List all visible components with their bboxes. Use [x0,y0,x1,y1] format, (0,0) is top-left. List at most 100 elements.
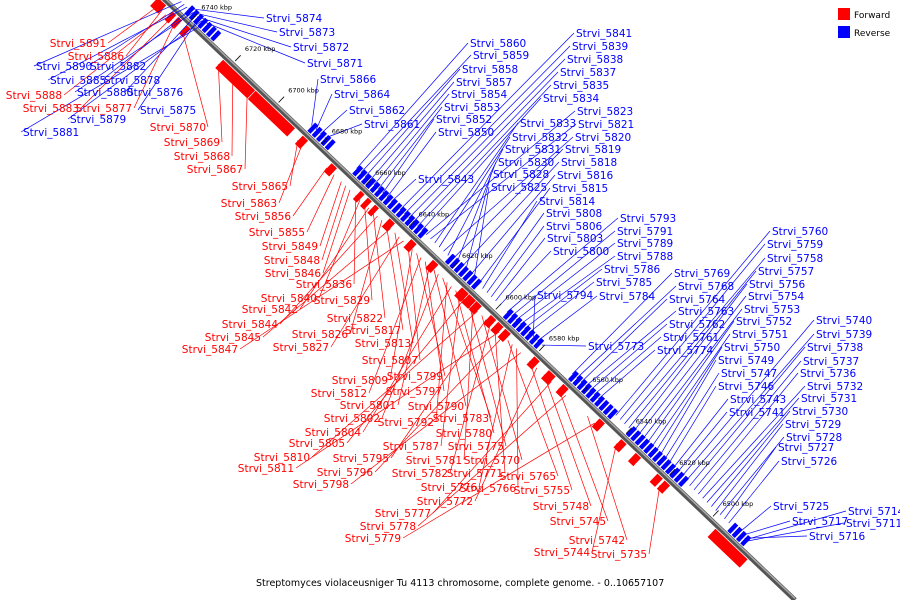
reverse-gene-label: Strvi_5843 [418,174,474,186]
reverse-gene-label: Strvi_5816 [557,170,614,182]
reverse-gene-label: Strvi_5711 [846,518,900,530]
forward-gene-leader-line [319,181,342,247]
forward-gene-leader-line [432,381,552,514]
scale-tick [191,13,198,20]
scale-tick-label: 6540 kbp [636,417,667,425]
reverse-gene-leader-line [671,398,729,470]
forward-gene-21 [525,355,541,371]
forward-gene-label: Strvi_5846 [265,268,322,280]
forward-gene-label: Strvi_5792 [378,417,434,429]
reverse-gene-label: Strvi_5751 [732,329,788,341]
reverse-gene-label: Strvi_5838 [567,54,623,66]
forward-gene-label: Strvi_5813 [355,338,411,350]
forward-gene-label: Strvi_5829 [314,295,370,307]
reverse-gene-55 [629,429,643,443]
scale-tick [278,96,285,103]
scale-tick-label: 6660 kbp [375,169,406,177]
reverse-gene-leader-line [188,8,265,19]
forward-gene-leader-line [63,14,167,96]
reverse-gene-leader-line [430,123,577,240]
forward-gene-label: Strvi_5777 [375,508,431,520]
forward-gene-label: Strvi_5810 [254,452,310,464]
reverse-gene-label: Strvi_5808 [546,208,602,220]
forward-gene-leader-line [381,273,439,419]
forward-gene-leader-line [435,282,448,423]
forward-gene-13 [402,238,418,254]
reverse-gene-label: Strvi_5754 [748,291,805,303]
reverse-gene-leader-line [520,255,616,325]
forward-gene-leader-line [529,360,573,491]
reverse-gene-22 [390,201,404,215]
reverse-gene-52 [601,403,615,417]
reverse-gene-leader-line [585,310,677,387]
reverse-gene-leader-line [425,110,576,235]
reverse-gene-leader-line [598,349,656,400]
forward-gene-leader-line [349,220,383,335]
reverse-gene-31 [452,261,466,274]
forward-gene-leader-line [468,302,507,447]
forward-gene-1 [149,0,168,15]
forward-gene-leader-line [278,144,303,204]
reverse-gene-leader-line [378,106,443,190]
reverse-gene-34 [465,273,479,287]
genome-axis-line [161,0,797,600]
reverse-gene-leader-line [747,522,845,542]
forward-gene-leader-line [433,269,467,407]
forward-gene-label: Strvi_5797 [386,386,442,398]
reverse-gene-68 [730,525,744,539]
reverse-gene-label: Strvi_5769 [674,268,730,280]
scale-tick-label: 6520 kbp [679,459,710,467]
forward-gene-label: Strvi_5883 [23,103,79,115]
reverse-gene-leader-line [676,411,728,474]
forward-gene-label: Strvi_5863 [221,198,277,210]
forward-gene-leader-line [362,286,452,433]
reverse-gene-56 [633,433,647,447]
reverse-gene-leader-line [589,323,668,391]
forward-gene-leader-line [80,18,171,109]
forward-gene-18 [482,314,498,330]
reverse-gene-leader-line [473,186,490,281]
scale-tick-label: 6580 kbp [549,335,580,343]
reverse-gene-label: Strvi_5880 [77,87,133,99]
reverse-gene-leader-line [741,520,791,536]
reverse-gene-label: Strvi_5785 [596,277,652,289]
reverse-gene-leader-line [67,20,202,120]
scale-tick [321,137,328,145]
reverse-gene-label: Strvi_5832 [512,132,568,144]
reverse-gene-leader-line [417,84,552,227]
scale-tick [625,427,632,434]
reverse-gene-label: Strvi_5878 [104,75,160,87]
reverse-gene-leader-line [443,136,574,252]
reverse-gene-label: Strvi_5864 [334,89,391,101]
reverse-gene-35 [470,277,483,291]
scale-tick [408,220,415,227]
reverse-gene-leader-line [724,446,777,520]
reverse-gene-label: Strvi_5831 [505,144,561,156]
reverse-gene-leader-line [506,217,619,313]
reverse-gene-label: Strvi_5821 [578,119,634,131]
forward-gene-leader-line [322,189,351,274]
reverse-gene-11 [319,134,333,148]
reverse-gene-label: Strvi_5872 [293,42,349,54]
forward-gene-leader-line [587,416,628,541]
reverse-gene-label: Strvi_5828 [493,169,549,181]
forward-gene-label: Strvi_5771 [447,468,503,480]
forward-gene-leader-line [455,290,495,434]
scale-tick [365,179,372,186]
reverse-gene-label: Strvi_5791 [617,226,673,238]
forward-gene-label: Strvi_5865 [232,181,288,193]
reverse-gene-label: Strvi_5803 [547,233,603,245]
forward-gene-leader-line [449,323,491,474]
reverse-gene-leader-line [20,23,205,133]
forward-gene-leader-line [389,249,413,381]
forward-gene-label: Strvi_5842 [242,304,298,316]
reverse-gene-8 [306,121,320,135]
reverse-gene-leader-line [515,242,616,321]
forward-gene-label: Strvi_5817 [345,325,401,337]
forward-gene-label: Strvi_5827 [273,342,329,354]
gene-labels: Strvi_5874 Strvi_5873 Strvi_5872 Strvi_5871… [6,13,900,561]
reverse-gene-leader-line [386,131,437,198]
reverse-gene-59 [646,445,660,459]
reverse-gene-51 [597,398,611,412]
